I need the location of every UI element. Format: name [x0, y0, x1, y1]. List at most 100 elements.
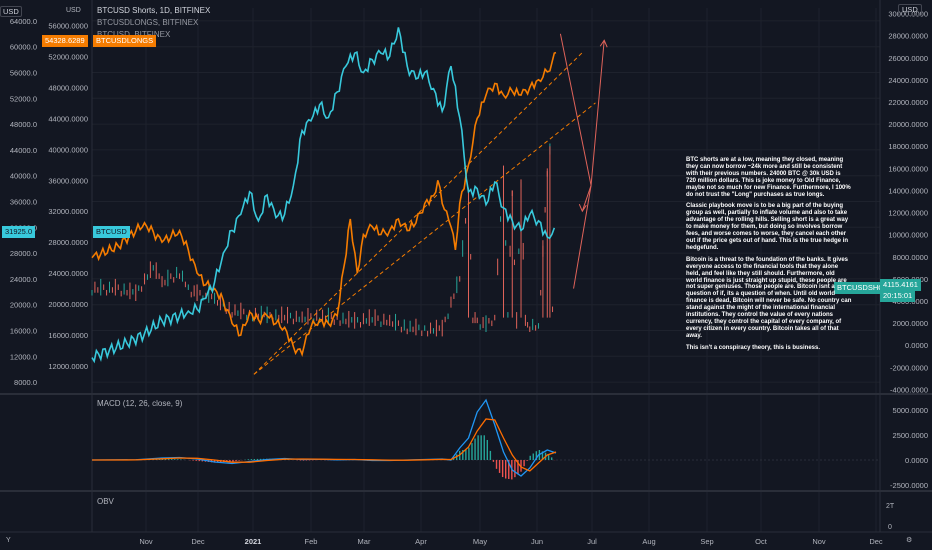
legend-btc[interactable]: BTCUSD, BITFINEX	[97, 29, 210, 41]
left-a-tick: 36000.0	[10, 198, 37, 207]
note-paragraph-3: Bitcoin is a threat to the foundation of…	[686, 256, 852, 339]
btc-value-badge: 31925.0	[2, 226, 36, 238]
left-b-tick: 24000.0000	[48, 269, 88, 278]
macd-label[interactable]: MACD (12, 26, close, 9)	[97, 399, 183, 408]
macd-plot	[91, 398, 880, 480]
right-tick: 22000.0000	[888, 98, 928, 107]
arrow-head-down	[578, 203, 587, 213]
corner-left-icon[interactable]: Y	[6, 537, 11, 544]
longs-value-badge: 54328.6289	[42, 35, 88, 47]
legend-longs[interactable]: BTCUSDLONGS, BITFINEX	[97, 18, 199, 27]
x-tick-label: Nov	[812, 537, 826, 546]
left-a-tick: 44000.0	[10, 146, 37, 155]
left-a-tick: 20000.0	[10, 301, 37, 310]
obv-tick-label: 2T	[886, 503, 895, 510]
left-a-tick: 60000.0	[10, 43, 37, 52]
right-tick: 30000.0000	[888, 10, 928, 19]
left-b-tick: 48000.0000	[48, 83, 88, 92]
note-paragraph-2: Classic playbook move is to be a big par…	[686, 203, 849, 251]
left-a-tick: 16000.0	[10, 327, 37, 336]
right-tick: -4000.0000	[890, 385, 928, 394]
left-b-tick: 56000.0000	[48, 21, 88, 30]
left-b-tick: 44000.0000	[48, 114, 88, 123]
left-b-tick: 28000.0000	[48, 238, 88, 247]
grid-lines	[0, 0, 932, 533]
obv-zero-label: 0	[888, 524, 892, 531]
left-b-tick: 16000.0000	[48, 331, 88, 340]
x-tick-label: Apr	[415, 537, 427, 546]
settings-icon[interactable]: ⚙	[906, 537, 913, 544]
right-tick: 18000.0000	[888, 142, 928, 151]
price-series	[91, 27, 557, 364]
left-a-tick: 56000.0	[10, 69, 37, 78]
note-paragraph-4: This isn't a conspiracy theory, this is …	[686, 344, 821, 351]
right-tick: 20000.0000	[888, 120, 928, 129]
left-currency-label-2: USD	[66, 7, 81, 14]
right-tick: 10000.0000	[888, 231, 928, 240]
right-currency-badge[interactable]: USD	[898, 4, 922, 16]
left-axis-b: 56000.0000 52000.0000 48000.0000 44000.0000…	[48, 21, 88, 371]
note-paragraph-1: BTC shorts are at a low, meaning they cl…	[686, 157, 851, 198]
right-tick: 16000.0000	[888, 164, 928, 173]
shorts-time-badge: 20:15:01	[880, 290, 916, 302]
btc-name-badge: BTCUSD	[93, 226, 130, 238]
left-a-tick: 28000.0	[10, 249, 37, 258]
x-tick-label: Jun	[530, 537, 544, 546]
shorts-series	[91, 143, 554, 337]
x-tick-label: May	[472, 537, 488, 546]
x-tick-label: Feb	[304, 537, 318, 546]
longs-name-badge: BTCUSDLONGS	[93, 35, 157, 47]
signal-line	[91, 418, 557, 472]
macd-tick: 2500.0000	[893, 431, 928, 440]
arrow-head-up	[599, 39, 608, 48]
left-currency[interactable]: USD	[0, 6, 22, 17]
obv-label[interactable]: OBV	[97, 497, 114, 506]
macd-tick: 0.0000	[905, 456, 928, 465]
macd-tick: 5000.0000	[893, 406, 928, 415]
left-b-tick: 20000.0000	[48, 300, 88, 309]
right-tick: 2000.0000	[893, 319, 928, 328]
left-a-tick: 48000.0	[10, 120, 37, 129]
left-a-tick: 12000.0	[10, 352, 37, 361]
macd-axis: 5000.0000 2500.0000 0.0000 -2500.0000	[890, 406, 928, 490]
series-line-btcusdlongs	[91, 51, 557, 358]
x-tick-label: Sep	[700, 537, 714, 546]
right-tick: -2000.0000	[890, 363, 928, 372]
series-line-btcusd	[91, 27, 556, 364]
trendline	[253, 102, 596, 375]
x-tick-label: Oct	[755, 537, 767, 546]
chart-legend: BTCUSD Shorts, 1D, BITFINEX BTCUSDLONGS,…	[97, 5, 210, 41]
left-a-tick: 8000.0	[14, 378, 37, 387]
x-tick-label: 2021	[244, 537, 262, 546]
macd-tick: -2500.0000	[890, 481, 928, 490]
left-b-tick: 36000.0000	[48, 176, 88, 185]
right-axis: 30000.0000 28000.0000 26000.0000 24000.0000…	[888, 10, 928, 395]
left-b-tick: 12000.0000	[48, 362, 88, 371]
left-currency-badge[interactable]: USD	[0, 6, 22, 17]
left-a-tick: 52000.0	[10, 94, 37, 103]
right-tick: 14000.0000	[888, 186, 928, 195]
right-tick: 12000.0000	[888, 209, 928, 218]
x-tick-label: Nov	[139, 537, 153, 546]
right-tick: 24000.0000	[888, 76, 928, 85]
x-tick-label: Mar	[357, 537, 371, 546]
x-tick-label: Dec	[191, 537, 205, 546]
left-b-tick: 40000.0000	[48, 145, 88, 154]
macd-line	[91, 398, 557, 477]
x-tick-label: Jul	[587, 537, 597, 546]
x-tick-label: Dec	[869, 537, 883, 546]
right-tick: 8000.0000	[893, 253, 928, 262]
right-tick: 26000.0000	[888, 54, 928, 63]
right-tick: 28000.0000	[888, 32, 928, 41]
legend-title[interactable]: BTCUSD Shorts, 1D, BITFINEX	[97, 6, 211, 15]
arrow-up	[573, 40, 605, 289]
annotation-note: BTC shorts are at a low, meaning they cl…	[686, 157, 852, 357]
left-a-tick: 24000.0	[10, 275, 37, 284]
x-tick-label: Aug	[642, 537, 656, 546]
shorts-value-badge: 4115.4161	[880, 279, 921, 291]
right-tick: 0.0000	[905, 341, 928, 350]
left-axis-a: 64000.0 60000.0 56000.0 52000.0 48000.0 44000…	[10, 17, 37, 387]
left-b-tick: 52000.0000	[48, 52, 88, 61]
left-b-tick: 32000.0000	[48, 207, 88, 216]
